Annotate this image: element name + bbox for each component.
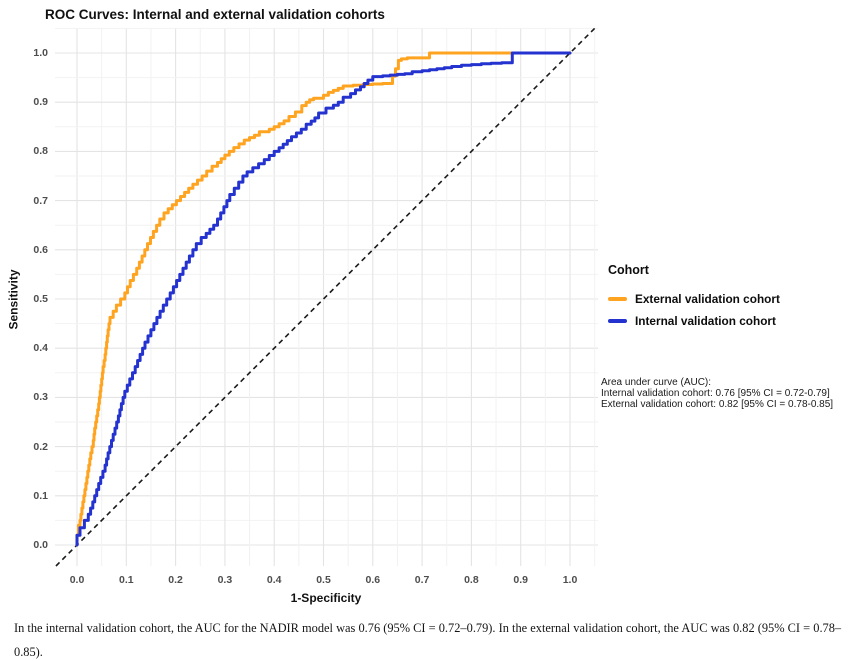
y-tick-label: 1.0	[33, 47, 48, 59]
x-axis-label: 1-Specificity	[290, 591, 362, 605]
y-tick-label: 0.8	[33, 145, 48, 158]
y-axis-label: Sensitivity	[6, 269, 21, 330]
legend-label-external: External validation cohort	[635, 292, 780, 306]
y-tick-label: 0.1	[33, 489, 48, 502]
chart-title: ROC Curves: Internal and external valida…	[45, 7, 385, 22]
auc-annotation: Area under curve (AUC): Internal validat…	[601, 377, 834, 410]
x-tick-label: 0.8	[464, 574, 479, 586]
auc-annotation-external: External validation cohort: 0.82 [95% CI…	[601, 398, 834, 410]
x-tick-label: 0.6	[365, 574, 381, 586]
auc-annotation-heading: Area under curve (AUC):	[601, 377, 712, 388]
x-tick-label: 0.7	[414, 574, 430, 586]
y-tick-label: 0.9	[33, 96, 48, 109]
y-tick-label: 0.3	[33, 391, 48, 404]
x-tick-label: 0.9	[513, 574, 528, 586]
legend-item-external: External validation cohort	[608, 288, 780, 310]
legend-item-internal: Internal validation cohort	[608, 310, 780, 332]
x-tick-label: 1.0	[562, 574, 578, 586]
legend-swatch-external	[608, 297, 627, 301]
legend-title: Cohort	[608, 263, 649, 277]
legend-label-internal: Internal validation cohort	[635, 314, 776, 328]
figure-caption: In the internal validation cohort, the A…	[14, 621, 842, 660]
x-tick-label: 0.1	[118, 574, 134, 586]
auc-annotation-internal: Internal validation cohort: 0.76 [95% CI…	[601, 387, 830, 399]
x-tick-label: 0.0	[69, 574, 85, 586]
legend-swatch-internal	[608, 319, 627, 323]
y-tick-label: 0.0	[33, 539, 48, 551]
roc-curve-external	[75, 51, 572, 547]
x-tick-label: 0.5	[316, 574, 331, 586]
roc-curve-internal	[75, 51, 572, 547]
y-tick-label: 0.6	[33, 243, 48, 256]
x-tick-label: 0.2	[168, 574, 183, 586]
y-tick-label: 0.7	[33, 194, 48, 207]
legend: Cohort External validation cohort Intern…	[608, 263, 780, 332]
x-tick-label: 0.3	[217, 574, 233, 586]
y-tick-label: 0.4	[33, 342, 48, 355]
y-tick-label: 0.5	[33, 293, 48, 305]
y-tick-label: 0.2	[33, 440, 48, 453]
x-tick-label: 0.4	[266, 574, 282, 586]
